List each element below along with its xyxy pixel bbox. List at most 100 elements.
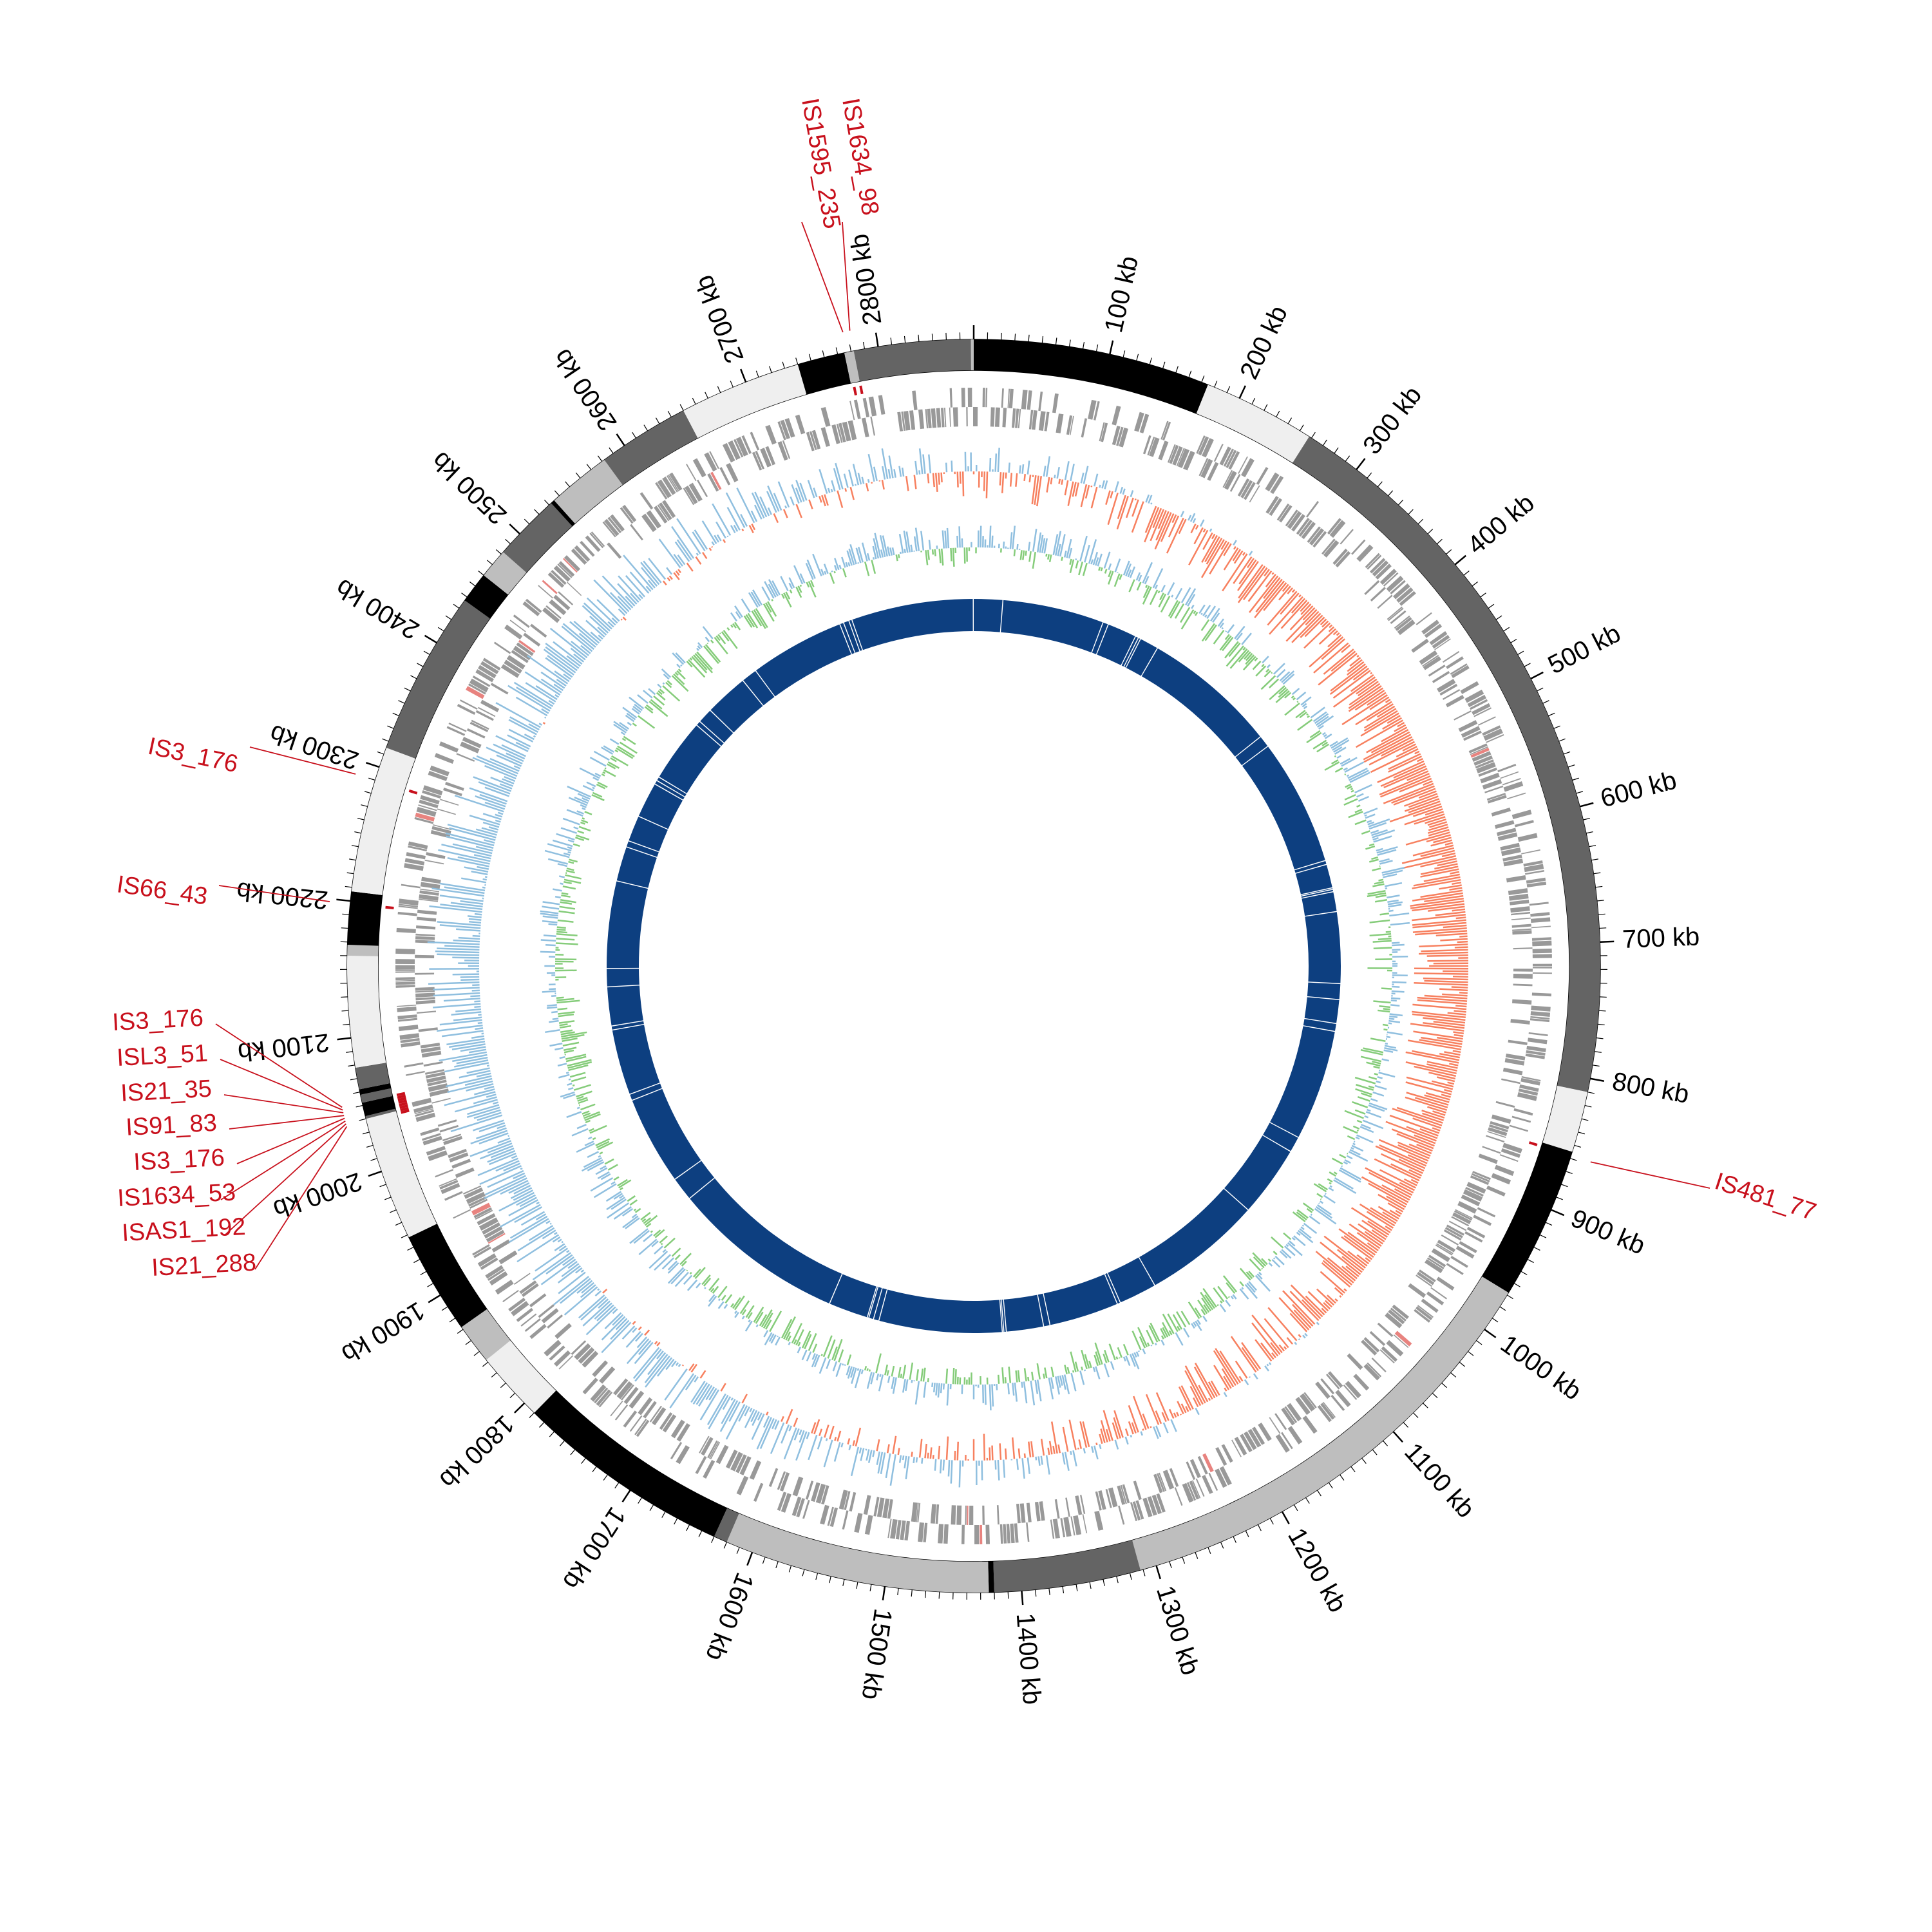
gc-skew-bar: [433, 1003, 481, 1009]
gene-feature: [952, 407, 959, 427]
gc-skew-bar: [621, 1325, 636, 1340]
gc-skew-bar: [799, 482, 808, 501]
gene-feature: [1112, 426, 1121, 446]
gene-feature: [545, 605, 562, 620]
gc-content-bar: [1291, 688, 1300, 696]
minor-tick: [1594, 1051, 1602, 1053]
gc-content-bar: [755, 1324, 759, 1328]
contig-block: [503, 503, 573, 573]
gc-skew-bar: [911, 1452, 913, 1457]
minor-tick: [457, 1329, 464, 1334]
minor-tick: [565, 481, 571, 488]
gene-feature: [1151, 1494, 1162, 1515]
gene-feature: [1518, 1088, 1539, 1096]
gc-skew-bar: [1370, 731, 1410, 753]
gc-skew-bar: [1080, 472, 1084, 484]
minor-tick: [692, 397, 696, 405]
gc-content-bar: [1316, 1204, 1332, 1216]
gc-content-bar: [708, 1278, 720, 1291]
homology-block: [1000, 1300, 1004, 1332]
gc-skew-bar: [456, 1056, 488, 1065]
gene-feature: [1442, 689, 1461, 700]
gc-skew-bar: [1351, 1207, 1391, 1233]
gene-feature: [398, 904, 419, 907]
gc-content-bar: [1331, 759, 1339, 765]
gc-content-bar: [1200, 619, 1210, 631]
gc-content-bar: [1149, 589, 1159, 605]
gc-content-bar: [585, 1119, 591, 1124]
gene-feature: [1027, 390, 1032, 410]
gc-content-bar: [556, 999, 580, 1004]
gene-feature: [416, 1010, 437, 1014]
gc-skew-bar: [1222, 553, 1248, 592]
gc-skew-bar: [1369, 696, 1390, 710]
gene-feature: [1321, 538, 1336, 555]
gc-content-bar: [1095, 557, 1099, 566]
gc-skew-bar: [439, 924, 481, 929]
gc-content-bar: [845, 562, 849, 567]
minor-tick: [1208, 1547, 1211, 1554]
gc-skew-bar: [714, 535, 720, 543]
gc-skew-bar: [793, 1428, 800, 1441]
gene-feature: [415, 972, 435, 975]
gene-feature: [453, 1209, 471, 1219]
gc-content-bar: [613, 1206, 632, 1220]
gc-skew-bar: [934, 1459, 937, 1471]
gc-content-bar: [560, 901, 573, 905]
gene-feature: [395, 949, 415, 954]
is-element-label: IS3_176: [133, 1144, 225, 1176]
gc-skew-bar: [781, 1416, 784, 1422]
contig-block: [355, 1063, 390, 1090]
is-element-marker: [399, 1104, 408, 1109]
gc-content-bar: [1333, 1179, 1357, 1194]
minor-tick: [1599, 927, 1607, 929]
gene-feature: [1497, 764, 1517, 773]
gene-feature: [643, 1401, 657, 1419]
gene-feature: [1026, 1522, 1030, 1542]
gc-content-bar: [1320, 1200, 1323, 1204]
is-element-leader-line: [249, 746, 356, 775]
gene-feature: [417, 909, 437, 915]
gc-content-bar: [1268, 1262, 1273, 1267]
gc-skew-bar: [762, 1416, 770, 1428]
gene-feature: [1446, 1224, 1464, 1236]
gc-content-bar: [573, 826, 579, 830]
gene-feature: [592, 1360, 609, 1378]
gc-skew-bar: [602, 1289, 608, 1294]
gene-feature: [961, 388, 965, 408]
gc-skew-bar: [1304, 616, 1325, 638]
gc-content-bar: [745, 1305, 755, 1318]
gc-content-bar: [935, 1383, 938, 1396]
gc-content-bar: [1135, 572, 1141, 581]
gc-skew-bar: [1266, 1363, 1269, 1367]
gc-content-bar: [724, 1294, 733, 1304]
gc-content-bar: [591, 793, 605, 801]
minor-tick: [423, 650, 430, 656]
gc-content-bar: [565, 874, 582, 880]
contig-block: [1196, 384, 1309, 463]
gene-feature: [1416, 612, 1432, 625]
gc-content-bar: [1193, 611, 1197, 614]
gc-skew-bar: [892, 1435, 897, 1454]
gc-content-bar: [1297, 1229, 1314, 1244]
gc-content-bar: [1229, 648, 1248, 669]
gc-skew-bar: [782, 509, 788, 518]
gc-skew-bar: [1433, 1021, 1465, 1027]
gc-content-bar: [1023, 1368, 1027, 1382]
homology-block: [607, 985, 643, 1026]
gc-content-bar: [806, 559, 816, 579]
is-element-marker: [397, 1094, 406, 1099]
gc-content-bar: [1391, 990, 1405, 993]
gc-skew-bar: [535, 1247, 569, 1272]
gc-skew-bar: [817, 1436, 823, 1450]
gc-skew-bar: [593, 579, 628, 614]
gene-feature: [456, 753, 475, 762]
gene-feature: [741, 435, 752, 455]
gene-feature: [439, 1124, 459, 1133]
gc-content-bar: [573, 843, 580, 847]
minor-tick: [1095, 344, 1099, 352]
gc-content-bar: [1356, 1134, 1374, 1144]
gene-feature: [607, 542, 622, 559]
contig-block: [484, 552, 527, 595]
gc-skew-bar: [1432, 1110, 1446, 1116]
